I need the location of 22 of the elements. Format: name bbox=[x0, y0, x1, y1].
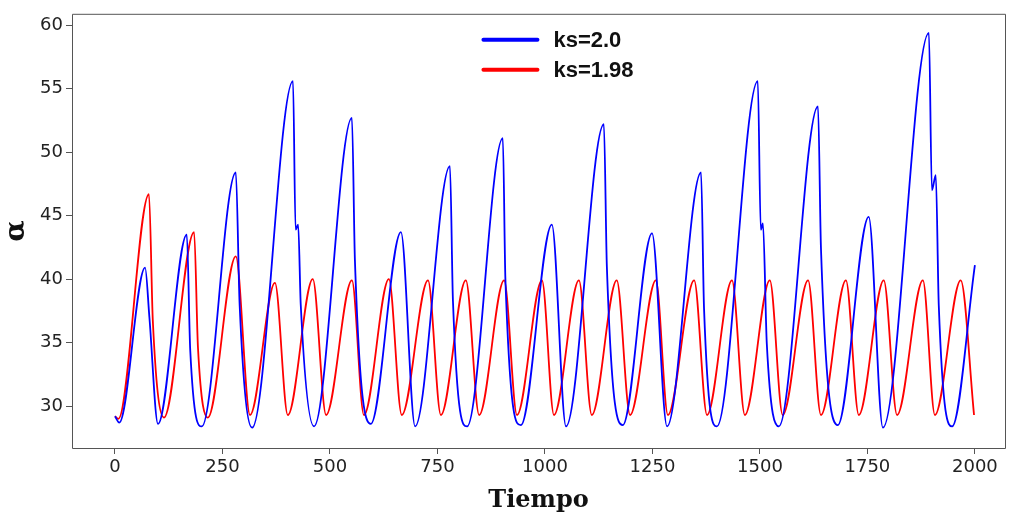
x-tick-label: 750 bbox=[420, 455, 455, 477]
x-tick-label: 250 bbox=[205, 455, 240, 477]
y-tick-label: 35 bbox=[40, 330, 63, 352]
x-tick-label: 1250 bbox=[629, 455, 676, 477]
x-tick-label: 1500 bbox=[737, 455, 783, 477]
y-tick-label: 50 bbox=[40, 139, 63, 161]
line-series bbox=[114, 31, 976, 429]
y-tick-label: 30 bbox=[40, 393, 63, 415]
x-axis-title: Tiempo bbox=[488, 483, 589, 513]
y-tick-label: 45 bbox=[40, 203, 63, 225]
x-tick-label: 500 bbox=[312, 455, 348, 477]
y-tick-label: 60 bbox=[40, 12, 63, 34]
x-tick-label: 0 bbox=[109, 455, 121, 477]
y-axis-title: α bbox=[0, 220, 32, 242]
legend-label: ks=2.0 bbox=[553, 26, 622, 52]
x-tick-label: 1000 bbox=[522, 455, 568, 477]
x-tick-label: 1750 bbox=[844, 455, 891, 477]
line-series bbox=[114, 193, 975, 420]
y-tick-label: 40 bbox=[40, 266, 63, 288]
y-tick-label: 55 bbox=[40, 76, 63, 98]
x-tick-label: 2000 bbox=[952, 455, 998, 477]
legend-label: ks=1.98 bbox=[553, 56, 634, 82]
